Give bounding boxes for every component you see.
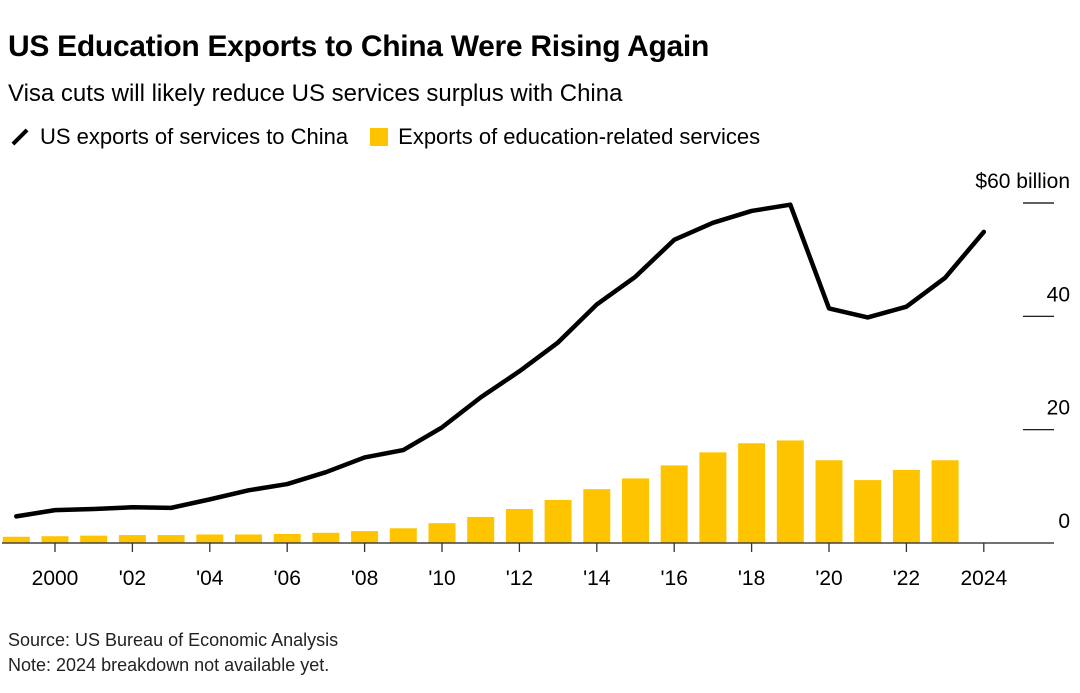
bar-2007 xyxy=(312,532,340,543)
xtick-label-2024: 2024 xyxy=(960,567,1007,590)
ytick-label-20: 20 xyxy=(1047,397,1070,420)
chart-title: US Education Exports to China Were Risin… xyxy=(8,30,709,63)
bar-2020 xyxy=(815,460,843,543)
ytick-label-40: 40 xyxy=(1047,283,1070,306)
xtick-label-2004: '04 xyxy=(196,567,224,590)
bar-2013 xyxy=(544,499,572,543)
legend: US exports of services to China Exports … xyxy=(8,124,760,150)
bar-2017 xyxy=(699,452,727,543)
legend-label-education: Exports of education-related services xyxy=(398,124,761,149)
services-exports-line xyxy=(14,202,987,519)
chart-subtitle: Visa cuts will likely reduce US services… xyxy=(8,80,623,107)
bar-1999 xyxy=(2,536,30,543)
xtick-label-2002: '02 xyxy=(119,567,146,590)
bar-2012 xyxy=(505,509,533,543)
bar-2022 xyxy=(892,469,920,543)
bar-2004 xyxy=(196,534,224,543)
xtick-label-2008: '08 xyxy=(351,567,378,590)
xtick-label-2000: 2000 xyxy=(32,567,79,590)
ytick-label-0: 0 xyxy=(1058,510,1070,533)
bar-2015 xyxy=(622,478,649,543)
legend-bar-swatch xyxy=(370,128,389,146)
bar-2008 xyxy=(351,531,379,543)
xtick-label-2016: '16 xyxy=(661,567,688,590)
bar-2010 xyxy=(428,523,456,543)
bar-2023 xyxy=(931,460,959,543)
source-note: Source: US Bureau of Economic Analysis xyxy=(8,630,339,650)
bar-2009 xyxy=(389,528,417,543)
bar-2021 xyxy=(854,480,882,543)
bar-2002 xyxy=(118,535,146,543)
legend-label-services: US exports of services to China xyxy=(40,124,349,149)
xtick-label-2018: '18 xyxy=(738,567,765,590)
bar-2005 xyxy=(235,534,262,543)
bar-2011 xyxy=(467,516,495,543)
bar-2016 xyxy=(660,465,688,543)
ytick-label-60: $60 billion xyxy=(975,170,1070,193)
bar-2001 xyxy=(80,535,108,543)
xtick-label-2006: '06 xyxy=(274,567,301,590)
bar-2019 xyxy=(776,440,804,543)
xtick-label-2014: '14 xyxy=(583,567,611,590)
bar-2000 xyxy=(41,536,69,543)
xtick-label-2012: '12 xyxy=(506,567,533,590)
xtick-label-2020: '20 xyxy=(815,567,842,590)
bar-2018 xyxy=(738,443,766,543)
bar-2014 xyxy=(583,489,611,543)
footnote: Note: 2024 breakdown not available yet. xyxy=(8,655,330,675)
bar-2006 xyxy=(273,533,301,543)
xtick-label-2010: '10 xyxy=(428,567,455,590)
xtick-label-2022: '22 xyxy=(893,567,920,590)
bar-2003 xyxy=(157,535,185,543)
